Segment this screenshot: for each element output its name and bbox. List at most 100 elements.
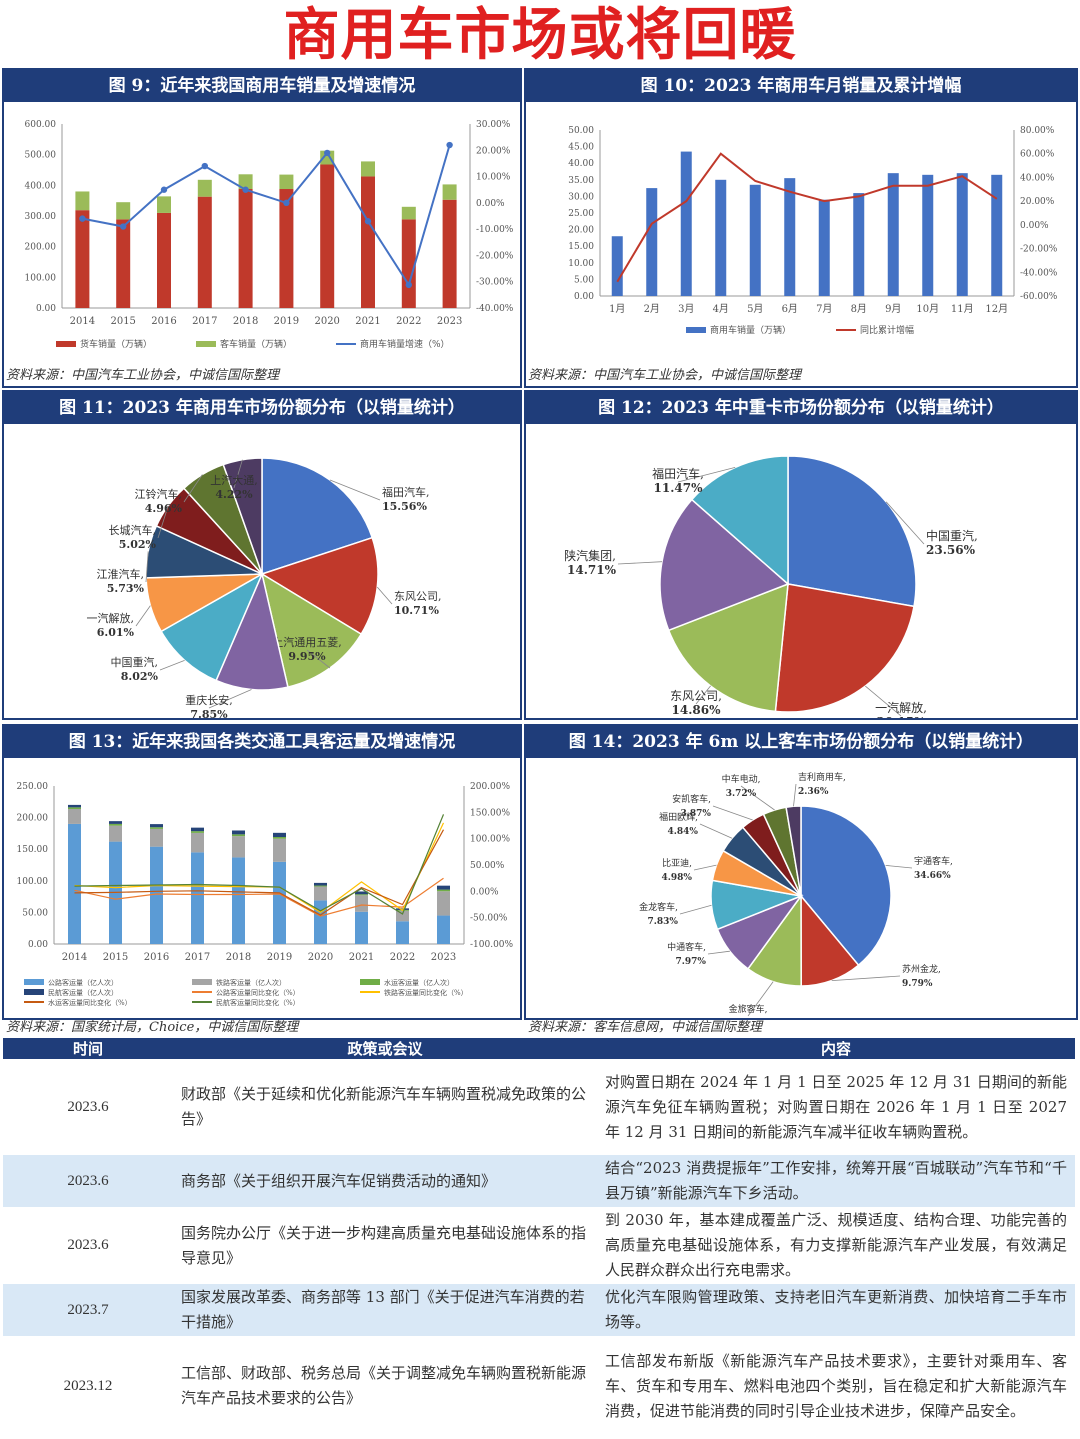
fig14-slice-label: 苏州金龙, <box>902 963 941 975</box>
fig12-chart: 中国重汽,23.56% 一汽解放,20.15% 东风公司,14.86% 陕汽集团,14… <box>564 455 978 718</box>
col-header-content: 内容 <box>597 1038 1075 1059</box>
fig11-slice-label: 长城汽车, <box>109 523 157 537</box>
fig9-point <box>160 186 168 193</box>
row-date: 2023.12 <box>63 1377 113 1394</box>
fig10-bar <box>646 188 658 296</box>
fig13-bar <box>396 921 409 944</box>
fig10-y-tick: 0.00 <box>574 292 594 302</box>
fig11-slice-value: 6.01% <box>97 626 135 639</box>
fig12-slice <box>774 583 915 713</box>
policy-table: 时间 政策或会议 内容 2023.6 财政部《关于延续和优化新能源汽车车辆购置税… <box>3 1038 1075 1436</box>
fig14-leader <box>740 785 775 811</box>
fig14-panel: 图 14：2023 年 6m 以上客车市场份额分布（以销量统计） 宇通客车, 34… <box>524 724 1078 1020</box>
fig14-leader <box>885 865 913 869</box>
fig10-x-tick: 9月 <box>885 303 901 315</box>
fig11-leader <box>135 605 151 627</box>
fig9-bar <box>279 174 294 190</box>
fig9-y-tick: 200.00 <box>25 243 57 253</box>
fig9-point <box>405 281 412 289</box>
fig12-slice-label: 福田汽车, <box>652 466 704 481</box>
fig13-bar <box>150 824 163 828</box>
fig13-y-tick: 250.00 <box>17 782 49 792</box>
fig11-slice-label: 福田汽车, <box>382 485 430 499</box>
fig13-legend-swatch <box>24 989 44 995</box>
col-header-policy: 政策或会议 <box>173 1038 597 1059</box>
fig13-y-tick: 0.00 <box>28 940 48 950</box>
fig9-x-tick: 2023 <box>437 316 462 327</box>
fig13-legend-label: 民航客运量同比变化（%） <box>216 998 300 1007</box>
fig9-y-tick: 600.00 <box>25 120 57 130</box>
fig13-y-tick: 50.00 <box>22 908 48 918</box>
fig12-slice-value: 14.71% <box>567 563 617 577</box>
fig9-bar <box>401 206 416 220</box>
fig14-leader <box>699 823 733 839</box>
fig9-bar <box>197 179 212 197</box>
fig14-leader <box>679 904 712 915</box>
fig13-y2-tick: 50.00% <box>470 861 505 871</box>
fig13-y2-tick: 100.00% <box>470 835 510 845</box>
fig14-slice-label: 吉利商用车, <box>798 771 846 783</box>
fig12-leader <box>865 685 902 717</box>
fig9-source: 资料来源：中国汽车工业协会，中诚信国际整理 <box>6 368 280 383</box>
row-policy: 商务部《关于组织开展汽车促销费活动的通知》 <box>173 1155 597 1207</box>
fig11-leader <box>233 459 243 489</box>
fig13-x-tick: 2020 <box>308 952 333 963</box>
fig13-bar <box>191 831 204 833</box>
fig9-y-tick: 400.00 <box>25 181 57 191</box>
fig9-y-tick: 500.00 <box>25 151 57 161</box>
fig9-point <box>201 162 208 170</box>
fig12-leader <box>695 685 711 705</box>
fig13-legend-label: 民航客运量（亿人次） <box>48 988 118 997</box>
fig13-x-tick: 2022 <box>390 952 415 963</box>
fig10-y2-tick: -60.00% <box>1020 292 1058 302</box>
fig10-y2-tick: 60.00% <box>1020 150 1055 160</box>
row-date: 2023.6 <box>67 1098 109 1115</box>
fig9-bar <box>197 196 212 308</box>
fig11-leader <box>183 474 203 503</box>
fig14-slice-value: 3.72% <box>726 789 757 799</box>
fig10-x-tick: 8月 <box>851 303 867 315</box>
fig10-chart: 50.00 45.00 40.00 35.00 30.00 25.00 20.00 15.00… <box>568 126 1058 336</box>
fig14-source: 资料来源：客车信息网，中诚信国际整理 <box>528 1020 763 1035</box>
fig13-line <box>74 877 444 917</box>
fig10-legend-label: 商用车销量（万辆） <box>710 324 791 336</box>
fig11-slice-value: 5.73% <box>107 582 145 595</box>
row-policy: 工信部、财政部、税务总局《关于调整减免车辆购置税新能源汽车产品技术要求的公告》 <box>181 1364 587 1407</box>
row-date: 2023.6 <box>3 1155 173 1207</box>
fig13-bar <box>355 911 368 944</box>
fig14-title: 图 14：2023 年 6m 以上客车市场份额分布（以销量统计） <box>526 726 1076 758</box>
fig13-bar <box>232 857 245 944</box>
fig13-y2-tick: -50.00% <box>470 914 508 924</box>
fig9-x-tick: 2015 <box>110 316 135 327</box>
fig12-slice-value: 11.47% <box>654 481 704 495</box>
fig13-legend-label: 铁路客运量同比变化（%） <box>384 988 468 997</box>
fig9-point <box>79 215 86 222</box>
fig14-slice-label: 中车电动, <box>722 773 761 785</box>
fig9-bar <box>157 196 171 213</box>
fig10-y-tick: 10.00 <box>568 259 594 269</box>
row-date: 2023.6 <box>67 1237 109 1253</box>
fig10-x-tick: 11月 <box>951 303 974 315</box>
fig9-bar <box>320 164 335 308</box>
fig10-legend-swatch <box>686 327 706 333</box>
fig9-legend-label: 货车销量（万辆） <box>80 338 152 350</box>
fig13-bar <box>355 895 368 912</box>
fig13-bar <box>396 910 409 922</box>
fig10-x-tick: 5月 <box>747 303 763 315</box>
fig11-leader <box>208 689 252 709</box>
fig12-title: 图 12：2023 年中重卡市场份额分布（以销量统计） <box>526 392 1076 424</box>
fig12-slice-label: 一汽解放, <box>875 700 927 715</box>
fig11-leader <box>306 649 331 669</box>
fig11-slice-label: 上汽大通, <box>210 473 258 487</box>
fig12-leader <box>885 501 925 545</box>
fig9-point <box>364 218 372 225</box>
fig11-slice <box>160 572 264 682</box>
fig13-x-tick: 2015 <box>103 952 128 963</box>
fig11-leader <box>145 551 149 583</box>
fig14-slice-value: 3.87% <box>681 809 712 819</box>
fig10-y2-tick: 40.00% <box>1020 173 1055 183</box>
fig10-y2-tick: -20.00% <box>1020 245 1058 255</box>
fig13-y-tick: 200.00 <box>17 814 49 824</box>
fig9-legend-swatch <box>56 341 76 347</box>
fig10-x-tick: 10月 <box>916 303 939 315</box>
